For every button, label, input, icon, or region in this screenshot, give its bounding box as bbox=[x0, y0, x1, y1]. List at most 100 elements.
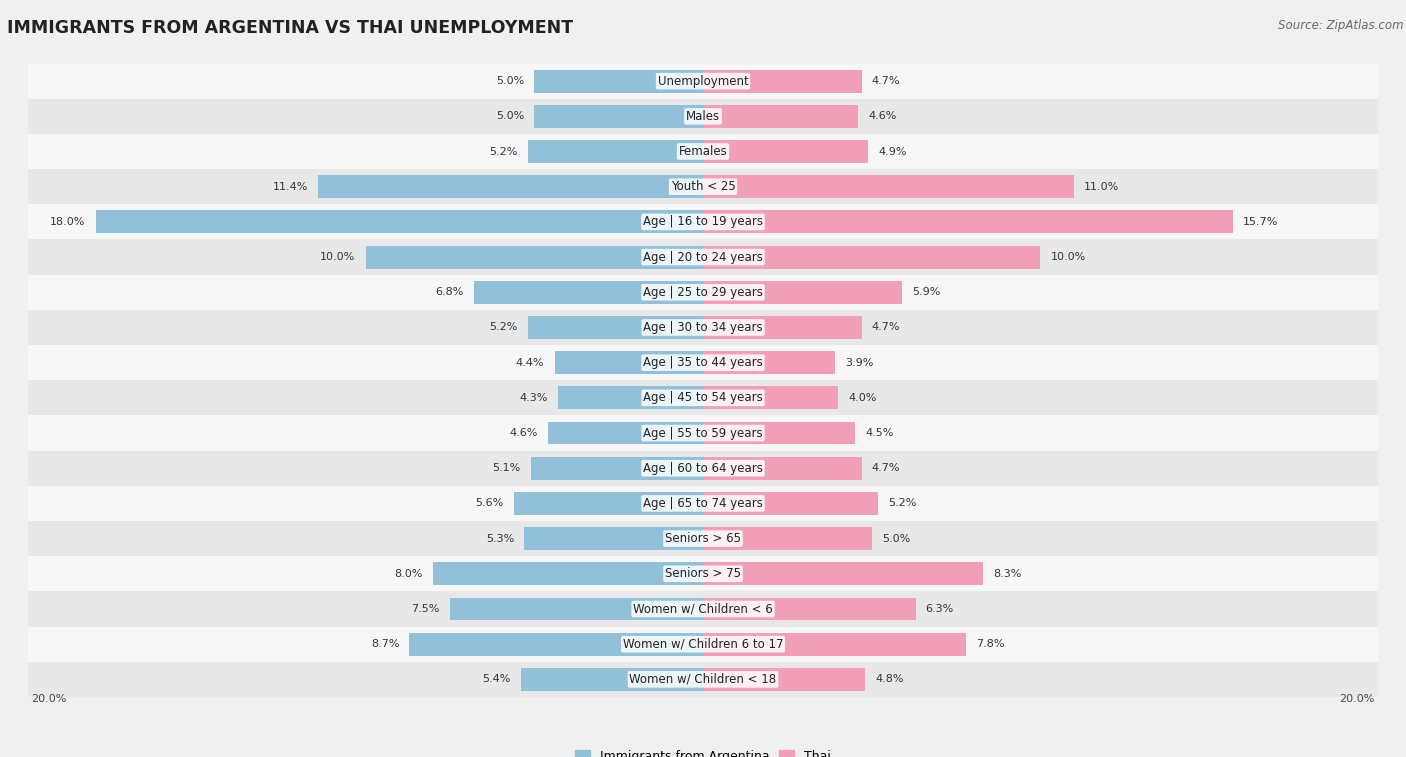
Bar bbox=[28, 345, 1378, 380]
Text: 5.3%: 5.3% bbox=[486, 534, 515, 544]
Text: 4.6%: 4.6% bbox=[509, 428, 537, 438]
Text: 4.6%: 4.6% bbox=[869, 111, 897, 121]
Text: Seniors > 65: Seniors > 65 bbox=[665, 532, 741, 545]
Text: 5.1%: 5.1% bbox=[492, 463, 520, 473]
Bar bbox=[28, 591, 1378, 627]
Bar bbox=[28, 556, 1378, 591]
Text: 8.0%: 8.0% bbox=[395, 569, 423, 579]
Bar bbox=[433, 562, 703, 585]
Text: Age | 60 to 64 years: Age | 60 to 64 years bbox=[643, 462, 763, 475]
Text: Unemployment: Unemployment bbox=[658, 75, 748, 88]
Bar bbox=[524, 527, 703, 550]
Text: 5.6%: 5.6% bbox=[475, 498, 503, 509]
Text: 10.0%: 10.0% bbox=[321, 252, 356, 262]
Bar bbox=[28, 380, 1378, 416]
Bar bbox=[703, 316, 862, 339]
Bar bbox=[28, 521, 1378, 556]
Text: Age | 65 to 74 years: Age | 65 to 74 years bbox=[643, 497, 763, 510]
Bar bbox=[28, 486, 1378, 521]
Text: Seniors > 75: Seniors > 75 bbox=[665, 567, 741, 581]
Text: 10.0%: 10.0% bbox=[1050, 252, 1085, 262]
Bar bbox=[534, 105, 703, 128]
Bar bbox=[703, 597, 915, 621]
Bar bbox=[703, 281, 903, 304]
Text: Women w/ Children 6 to 17: Women w/ Children 6 to 17 bbox=[623, 637, 783, 651]
Bar bbox=[28, 416, 1378, 450]
Bar bbox=[703, 456, 862, 480]
Text: 4.5%: 4.5% bbox=[865, 428, 893, 438]
Text: Males: Males bbox=[686, 110, 720, 123]
Text: Women w/ Children < 6: Women w/ Children < 6 bbox=[633, 603, 773, 615]
Bar bbox=[703, 562, 983, 585]
Text: Age | 25 to 29 years: Age | 25 to 29 years bbox=[643, 286, 763, 299]
Bar bbox=[96, 210, 703, 233]
Legend: Immigrants from Argentina, Thai: Immigrants from Argentina, Thai bbox=[575, 750, 831, 757]
Bar bbox=[703, 351, 835, 374]
Text: Age | 45 to 54 years: Age | 45 to 54 years bbox=[643, 391, 763, 404]
Text: 5.2%: 5.2% bbox=[489, 322, 517, 332]
Text: 6.3%: 6.3% bbox=[925, 604, 953, 614]
Bar bbox=[703, 527, 872, 550]
Bar bbox=[703, 140, 869, 163]
Text: 4.3%: 4.3% bbox=[519, 393, 548, 403]
Text: 7.8%: 7.8% bbox=[976, 639, 1005, 650]
Bar bbox=[703, 492, 879, 515]
Bar bbox=[28, 275, 1378, 310]
Bar bbox=[527, 316, 703, 339]
Bar bbox=[703, 176, 1074, 198]
Text: 4.7%: 4.7% bbox=[872, 322, 900, 332]
Bar bbox=[558, 386, 703, 410]
Bar bbox=[28, 662, 1378, 697]
Bar bbox=[703, 633, 966, 656]
Text: 7.5%: 7.5% bbox=[412, 604, 440, 614]
Bar bbox=[28, 204, 1378, 239]
Bar bbox=[450, 597, 703, 621]
Text: Age | 20 to 24 years: Age | 20 to 24 years bbox=[643, 251, 763, 263]
Bar bbox=[520, 668, 703, 691]
Bar bbox=[703, 246, 1040, 269]
Text: 11.0%: 11.0% bbox=[1084, 182, 1119, 192]
Text: Age | 35 to 44 years: Age | 35 to 44 years bbox=[643, 356, 763, 369]
Bar bbox=[28, 627, 1378, 662]
Bar bbox=[703, 70, 862, 92]
Text: Women w/ Children < 18: Women w/ Children < 18 bbox=[630, 673, 776, 686]
Text: 20.0%: 20.0% bbox=[31, 693, 67, 704]
Text: 4.7%: 4.7% bbox=[872, 76, 900, 86]
Text: 5.2%: 5.2% bbox=[489, 147, 517, 157]
Text: 3.9%: 3.9% bbox=[845, 357, 873, 368]
Text: Youth < 25: Youth < 25 bbox=[671, 180, 735, 193]
Text: IMMIGRANTS FROM ARGENTINA VS THAI UNEMPLOYMENT: IMMIGRANTS FROM ARGENTINA VS THAI UNEMPL… bbox=[7, 19, 574, 37]
Text: 5.9%: 5.9% bbox=[912, 288, 941, 298]
Text: Age | 55 to 59 years: Age | 55 to 59 years bbox=[643, 426, 763, 440]
Bar bbox=[703, 422, 855, 444]
Text: 5.0%: 5.0% bbox=[496, 111, 524, 121]
Text: 5.0%: 5.0% bbox=[882, 534, 910, 544]
Text: 5.2%: 5.2% bbox=[889, 498, 917, 509]
Bar bbox=[409, 633, 703, 656]
Text: 4.7%: 4.7% bbox=[872, 463, 900, 473]
Bar bbox=[703, 105, 858, 128]
Text: 5.4%: 5.4% bbox=[482, 674, 510, 684]
Bar bbox=[28, 450, 1378, 486]
Bar bbox=[28, 64, 1378, 98]
Bar bbox=[548, 422, 703, 444]
Text: 5.0%: 5.0% bbox=[496, 76, 524, 86]
Bar bbox=[531, 456, 703, 480]
Text: Females: Females bbox=[679, 145, 727, 158]
Text: Source: ZipAtlas.com: Source: ZipAtlas.com bbox=[1278, 19, 1403, 32]
Bar bbox=[28, 310, 1378, 345]
Bar bbox=[318, 176, 703, 198]
Text: 8.7%: 8.7% bbox=[371, 639, 399, 650]
Bar bbox=[28, 134, 1378, 169]
Bar bbox=[28, 169, 1378, 204]
Bar bbox=[527, 140, 703, 163]
Text: 11.4%: 11.4% bbox=[273, 182, 308, 192]
Text: 18.0%: 18.0% bbox=[51, 217, 86, 227]
Bar bbox=[515, 492, 703, 515]
Text: 6.8%: 6.8% bbox=[434, 288, 464, 298]
Text: 4.4%: 4.4% bbox=[516, 357, 544, 368]
Text: 15.7%: 15.7% bbox=[1243, 217, 1278, 227]
Bar bbox=[28, 239, 1378, 275]
Text: Age | 16 to 19 years: Age | 16 to 19 years bbox=[643, 216, 763, 229]
Bar bbox=[474, 281, 703, 304]
